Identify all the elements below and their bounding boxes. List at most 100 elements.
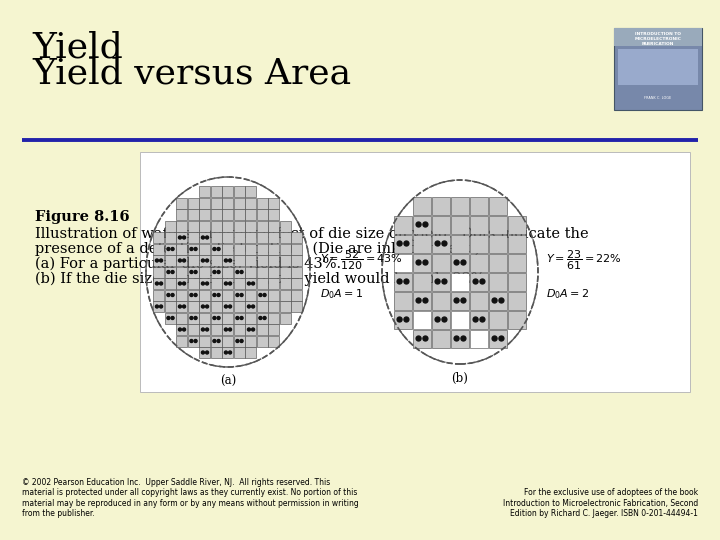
Bar [292, 232, 302, 243]
Bar [292, 301, 302, 312]
Circle shape [473, 279, 478, 284]
Circle shape [194, 294, 197, 296]
Bar [257, 301, 268, 312]
Circle shape [183, 259, 186, 262]
Bar [211, 244, 222, 255]
Circle shape [236, 340, 239, 342]
Circle shape [251, 328, 255, 331]
Bar [188, 255, 199, 266]
Bar [413, 292, 431, 310]
Circle shape [202, 305, 204, 308]
Bar [211, 198, 222, 209]
Bar [269, 325, 279, 335]
Bar [246, 301, 256, 312]
Bar [394, 292, 412, 310]
Bar [176, 198, 187, 209]
Bar [246, 232, 256, 243]
Circle shape [190, 316, 193, 320]
Circle shape [194, 340, 197, 342]
Bar [153, 244, 164, 255]
Bar [488, 234, 507, 253]
Bar [165, 221, 176, 232]
Bar [257, 232, 268, 243]
Circle shape [404, 241, 409, 246]
Bar [269, 278, 279, 289]
Bar [394, 310, 412, 329]
Bar [269, 244, 279, 255]
Circle shape [183, 305, 186, 308]
Circle shape [397, 241, 402, 246]
Bar [280, 313, 291, 324]
Bar [188, 290, 199, 301]
Circle shape [213, 271, 216, 273]
Bar [199, 221, 210, 232]
Bar [451, 254, 469, 272]
Bar [222, 267, 233, 278]
Bar [188, 232, 199, 243]
Circle shape [228, 328, 232, 331]
Bar [488, 310, 507, 329]
Circle shape [206, 282, 209, 285]
Circle shape [248, 328, 251, 331]
Bar [413, 234, 431, 253]
Circle shape [194, 316, 197, 320]
Circle shape [179, 328, 181, 331]
Bar [176, 210, 187, 220]
Circle shape [397, 317, 402, 322]
Bar [153, 290, 164, 301]
Bar [176, 255, 187, 266]
Circle shape [454, 336, 459, 341]
Bar [222, 255, 233, 266]
Circle shape [454, 298, 459, 303]
Bar [488, 254, 507, 272]
Bar [469, 254, 488, 272]
Bar [508, 292, 526, 310]
Bar [451, 215, 469, 234]
Circle shape [225, 282, 228, 285]
Bar [234, 336, 245, 347]
Bar [508, 273, 526, 291]
Circle shape [435, 279, 440, 284]
Bar [413, 329, 431, 348]
Bar [469, 197, 488, 215]
Circle shape [416, 222, 421, 227]
Circle shape [217, 316, 220, 320]
Bar [269, 267, 279, 278]
Text: $D_0A = 1$: $D_0A = 1$ [320, 287, 363, 301]
Bar [153, 267, 164, 278]
Bar [234, 313, 245, 324]
Bar [199, 313, 210, 324]
Bar [176, 278, 187, 289]
Bar [257, 290, 268, 301]
Circle shape [228, 259, 232, 262]
Bar [199, 301, 210, 312]
Bar [222, 347, 233, 358]
Bar [257, 244, 268, 255]
Circle shape [194, 247, 197, 251]
Bar [488, 215, 507, 234]
Circle shape [236, 316, 239, 320]
Circle shape [236, 271, 239, 273]
Circle shape [263, 294, 266, 296]
Circle shape [202, 236, 204, 239]
Bar [234, 255, 245, 266]
Circle shape [217, 340, 220, 342]
Circle shape [179, 305, 181, 308]
Bar [246, 221, 256, 232]
Bar [153, 278, 164, 289]
Bar [199, 336, 210, 347]
Bar [394, 234, 412, 253]
Bar [246, 244, 256, 255]
Bar [280, 278, 291, 289]
Bar [234, 278, 245, 289]
Circle shape [492, 336, 497, 341]
Text: Figure 8.16: Figure 8.16 [35, 210, 130, 224]
Circle shape [461, 298, 466, 303]
Circle shape [190, 271, 193, 273]
Circle shape [251, 282, 255, 285]
Bar [222, 301, 233, 312]
Circle shape [240, 316, 243, 320]
Bar [188, 267, 199, 278]
Bar [188, 244, 199, 255]
Circle shape [171, 271, 174, 273]
